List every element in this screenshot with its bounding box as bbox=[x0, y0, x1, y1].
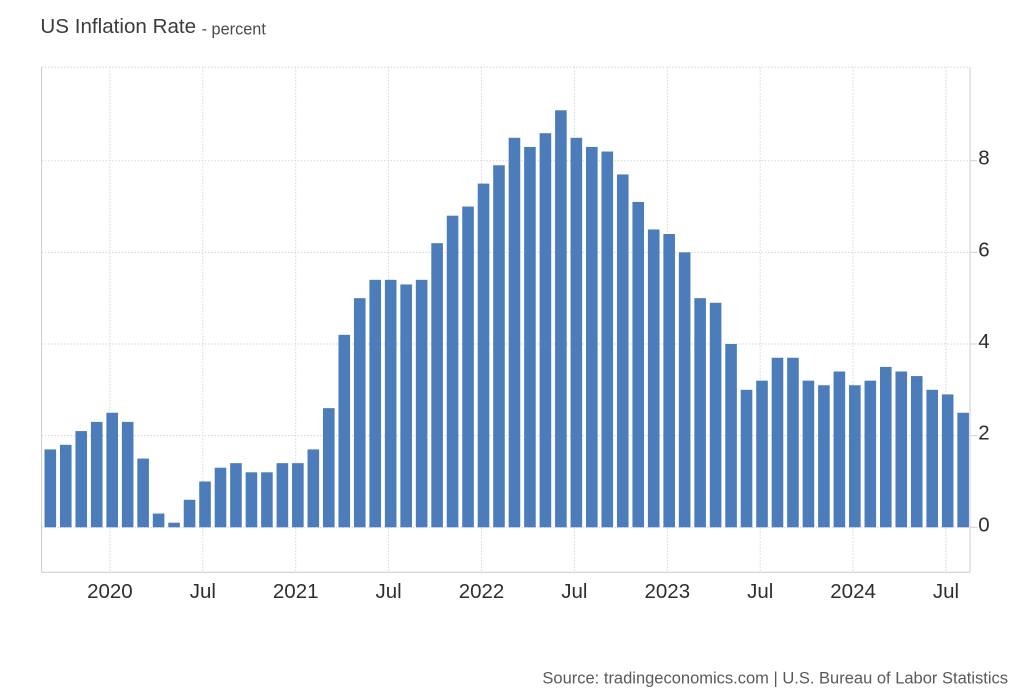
svg-text:2022: 2022 bbox=[459, 580, 505, 603]
svg-text:US Inflation Rate: US Inflation Rate bbox=[40, 15, 196, 38]
svg-text:6: 6 bbox=[978, 238, 989, 261]
svg-text:Jul: Jul bbox=[747, 580, 773, 603]
svg-text:Source: tradingeconomics.com |: Source: tradingeconomics.com | U.S. Bure… bbox=[542, 670, 1008, 688]
svg-text:0: 0 bbox=[978, 513, 989, 536]
svg-text:2: 2 bbox=[978, 422, 989, 445]
svg-text:2023: 2023 bbox=[644, 580, 690, 603]
svg-text:- percent: - percent bbox=[202, 21, 267, 39]
svg-text:8: 8 bbox=[978, 147, 989, 170]
svg-text:4: 4 bbox=[978, 330, 989, 353]
svg-text:Jul: Jul bbox=[933, 580, 959, 603]
svg-text:Jul: Jul bbox=[375, 580, 401, 603]
svg-text:2020: 2020 bbox=[87, 580, 133, 603]
svg-text:2021: 2021 bbox=[273, 580, 319, 603]
svg-text:2024: 2024 bbox=[830, 580, 876, 603]
svg-text:Jul: Jul bbox=[561, 580, 587, 603]
svg-text:Jul: Jul bbox=[190, 580, 216, 603]
